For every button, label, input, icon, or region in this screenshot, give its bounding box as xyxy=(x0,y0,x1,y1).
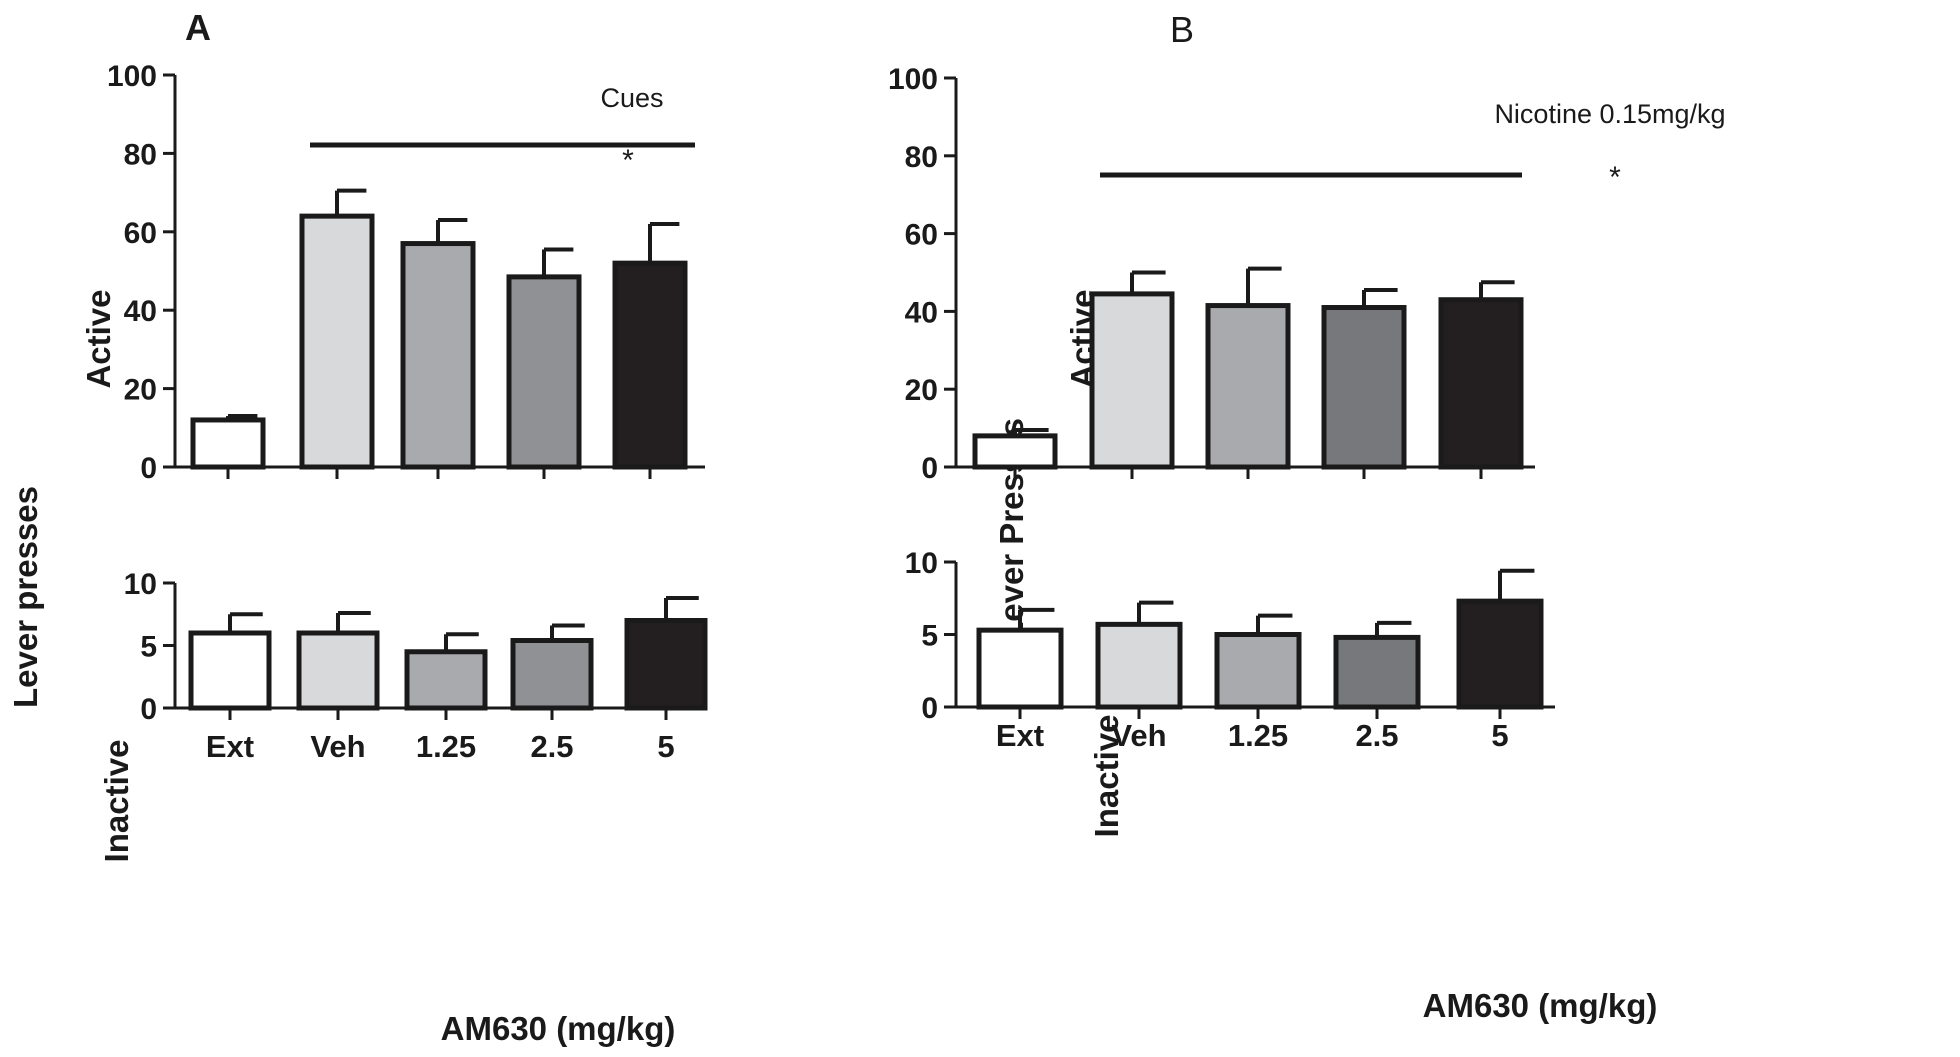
panel-b-letter: B xyxy=(1170,9,1194,50)
panel-b-active-bar-5 xyxy=(1438,297,1524,470)
panel-a-inactive-y-tick-label: 10 xyxy=(124,568,157,601)
panel-a-category-label: 5 xyxy=(657,729,674,764)
panel-a-category-label: Veh xyxy=(310,729,365,764)
panel-a-inactive-bar-veh xyxy=(296,630,380,711)
panel-b-active-y-tick-label: 40 xyxy=(905,296,938,329)
panel-b-active-bar-2-5 xyxy=(1321,305,1407,470)
panel-b-active-y-tick-label: 100 xyxy=(888,63,938,96)
panel-a-inactive-y-tick-label: 5 xyxy=(140,631,157,664)
panel-a-active-bar-ext xyxy=(190,417,266,470)
panel-b-active-bar-veh xyxy=(1089,291,1175,470)
panel-b-active-y-tick-label: 0 xyxy=(921,452,938,485)
panel-b-inactive-plot: 0 5 10 Ext Veh 1.25 2.5 5 xyxy=(905,547,1555,753)
panel-b-inactive-y-tick-label: 5 xyxy=(921,620,938,653)
panel-b-active-y-tick-label: 60 xyxy=(905,219,938,252)
panel-b-title: Nicotine 0.15mg/kg xyxy=(1494,99,1725,129)
panel-a-active-label: Active xyxy=(80,289,117,388)
panel-a-inactive-bar-2-5 xyxy=(510,638,594,711)
panel-a-active-y-tick-label: 60 xyxy=(124,217,157,250)
panel-a-letter: A xyxy=(185,7,211,48)
panel-b-inactive-label: Inactive xyxy=(1088,715,1125,838)
panel-a-inactive-y-tick-label: 0 xyxy=(140,693,157,726)
panel-a-active-y-tick-label: 40 xyxy=(124,295,157,328)
panel-a-active-y-tick-label: 100 xyxy=(107,60,157,93)
panel-b-category-label: 2.5 xyxy=(1355,718,1398,753)
panel-b-category-label: 1.25 xyxy=(1228,718,1288,753)
panel-b-active-bar-ext xyxy=(972,433,1058,470)
panel-b-inactive-bar-2-5 xyxy=(1333,634,1421,710)
panel-b-active-plot: 0 20 40 60 80 100 xyxy=(888,63,1535,485)
panel-b-category-label: Ext xyxy=(996,718,1044,753)
panel-b-category-label: 5 xyxy=(1491,718,1508,753)
panel-b-inactive-y-tick-label: 0 xyxy=(921,692,938,725)
panel-a-active-y-tick-label: 20 xyxy=(124,374,157,407)
panel-b-inactive-bar-veh xyxy=(1095,621,1183,710)
panel-a-active-bar-5 xyxy=(612,260,688,470)
panel-a-inactive-bar-5 xyxy=(624,618,708,711)
panel-a-category-label: Ext xyxy=(206,729,254,764)
panel-a-inactive-bar-ext xyxy=(188,630,272,711)
panel-a-active-y-tick-label: 0 xyxy=(140,452,157,485)
panel-a-active-bar-1-25 xyxy=(400,241,476,470)
panel-b-active-y-tick-label: 20 xyxy=(905,374,938,407)
panel-a-significance-star: * xyxy=(622,144,634,177)
panel-a-category-label: 1.25 xyxy=(416,729,476,764)
panel-a-ylabel: Lever presses xyxy=(7,486,44,708)
panel-a-active-bar-veh xyxy=(299,213,375,470)
panel-b-significance-star: * xyxy=(1609,161,1621,194)
panel-b-inactive-bar-1-25 xyxy=(1214,632,1302,710)
panel-a-inactive-bar-1-25 xyxy=(404,649,488,711)
panel-a-active-bar-2-5 xyxy=(506,274,582,470)
panel-a-active-plot: 0 20 40 60 80 100 xyxy=(107,60,705,485)
panel-b-active-y-tick-label: 80 xyxy=(905,141,938,174)
panel-b-inactive-y-tick-label: 10 xyxy=(905,547,938,580)
panel-b-xlabel: AM630 (mg/kg) xyxy=(1423,987,1658,1024)
panel-a-xlabel: AM630 (mg/kg) xyxy=(441,1010,676,1047)
panel-a-active-y-tick-label: 80 xyxy=(124,138,157,171)
panel-a-category-label: 2.5 xyxy=(530,729,573,764)
panel-b-active-bar-1-25 xyxy=(1205,303,1291,470)
panel-a-inactive-label: Inactive xyxy=(98,740,135,863)
panel-b-inactive-bar-ext xyxy=(976,627,1064,710)
panel-b-category-label: Veh xyxy=(1111,718,1166,753)
panel-a-inactive-plot: 0 5 10 Ext Veh 1.25 2.5 5 xyxy=(124,568,708,764)
panel-b-inactive-bar-5 xyxy=(1456,598,1544,710)
panel-a-title: Cues xyxy=(600,83,663,113)
